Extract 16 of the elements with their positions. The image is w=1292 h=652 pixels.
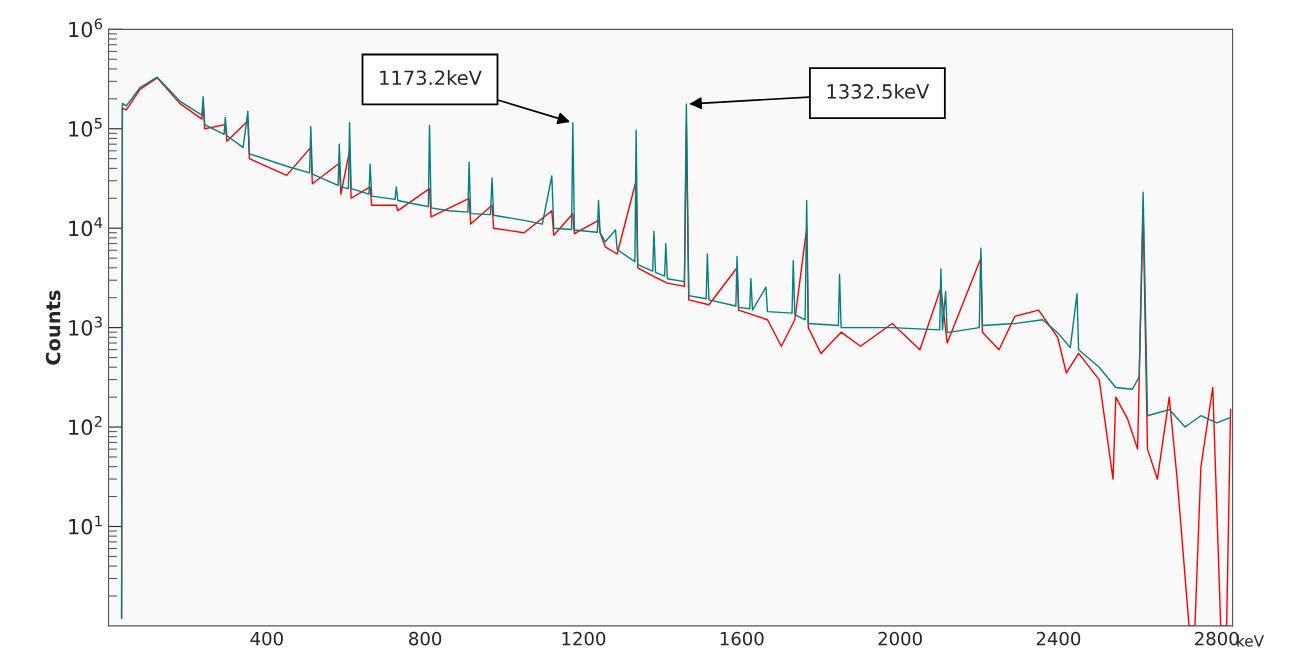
x-tick-label: 1200 (562, 631, 606, 646)
annotation: 1173.2keV (380, 70, 482, 86)
x-tick-label: 400 (250, 631, 283, 646)
x-tick-label: 800 (409, 631, 442, 646)
y-tick-label: 10$^{1}$ (69, 515, 102, 535)
y-tick-label: 10$^{5}$ (69, 117, 102, 137)
x-tick-label: 1600 (720, 631, 764, 646)
y-axis-title: Counts (45, 290, 61, 365)
y-tick-label: 10$^{3}$ (69, 316, 102, 336)
x-tick-label: 2400 (1036, 631, 1081, 646)
annotation: 1332.5keV (827, 83, 930, 99)
x-tick-label: 2800 (1195, 631, 1239, 646)
x-tick-label: 2000 (878, 631, 922, 646)
y-tick-label: 10$^{6}$ (69, 18, 103, 38)
y-tick-label: 10$^{4}$ (69, 217, 103, 237)
y-tick-label: 10$^{2}$ (69, 416, 102, 436)
